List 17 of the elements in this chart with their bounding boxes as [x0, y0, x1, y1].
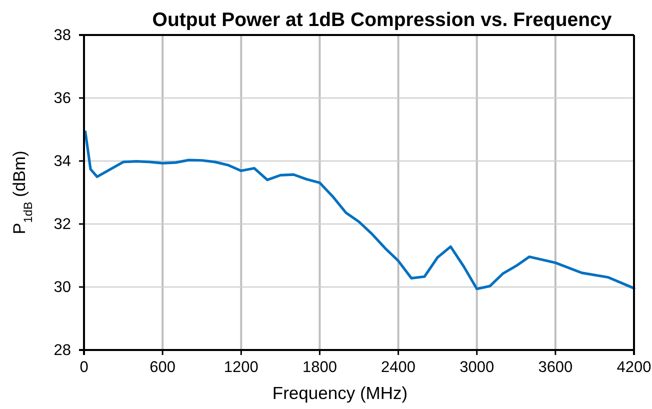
y-tick-label: 32 [54, 216, 71, 233]
y-tick-label: 36 [54, 90, 71, 107]
x-tick-label: 0 [80, 359, 89, 376]
line-series [84, 130, 636, 290]
x-tick-label: 3600 [538, 359, 574, 376]
x-tick-label: 1200 [224, 359, 259, 376]
y-tick-label: 38 [54, 26, 71, 44]
y-tick-label: 34 [54, 152, 72, 170]
x-tick-label: 3000 [460, 359, 494, 376]
y-tick-label: 28 [54, 342, 71, 359]
y-tick-label: 30 [54, 278, 72, 296]
x-tick-label: 2400 [381, 359, 416, 376]
x-tick-label: 1800 [302, 359, 338, 376]
chart-title: Output Power at 1dB Compression vs. Frequency [152, 9, 612, 31]
x-axis-title: Frequency (MHz) [272, 383, 408, 403]
x-tick-label: 600 [150, 359, 176, 376]
x-tick-label: 4200 [616, 359, 652, 376]
